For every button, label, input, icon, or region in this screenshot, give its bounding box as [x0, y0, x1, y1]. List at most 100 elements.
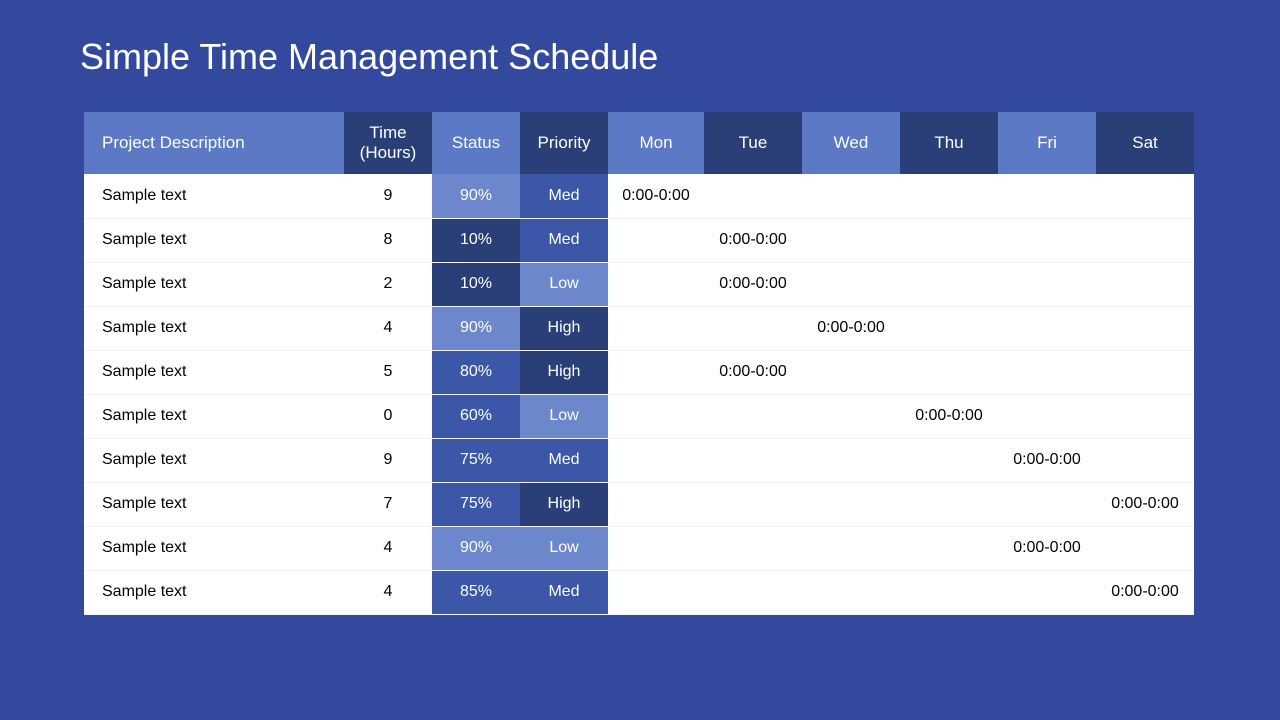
cell-wed: [802, 262, 900, 306]
cell-time: 4: [344, 526, 432, 570]
table-row: Sample text775%High0:00-0:00: [84, 482, 1194, 526]
cell-wed: [802, 526, 900, 570]
cell-tue: [704, 570, 802, 614]
cell-fri: [998, 218, 1096, 262]
table-header-row: Project DescriptionTime(Hours)StatusPrio…: [84, 112, 1194, 174]
table-body: Sample text990%Med0:00-0:00Sample text81…: [84, 174, 1194, 614]
col-header-thu: Thu: [900, 112, 998, 174]
cell-priority: Med: [520, 218, 608, 262]
cell-wed: [802, 350, 900, 394]
table-row: Sample text210%Low 0:00-0:00: [84, 262, 1194, 306]
cell-tue: 0:00-0:00: [704, 218, 802, 262]
cell-mon: [608, 306, 704, 350]
cell-priority: Low: [520, 262, 608, 306]
cell-sat: [1096, 394, 1194, 438]
cell-thu: [900, 526, 998, 570]
schedule-table: Project DescriptionTime(Hours)StatusPrio…: [84, 112, 1194, 615]
cell-fri: [998, 174, 1096, 218]
cell-wed: [802, 218, 900, 262]
table-row: Sample text060%Low0:00-0:00: [84, 394, 1194, 438]
cell-desc: Sample text: [84, 482, 344, 526]
cell-desc: Sample text: [84, 174, 344, 218]
cell-wed: 0:00-0:00: [802, 306, 900, 350]
cell-status: 75%: [432, 482, 520, 526]
cell-priority: Low: [520, 526, 608, 570]
cell-tue: [704, 482, 802, 526]
table-row: Sample text990%Med0:00-0:00: [84, 174, 1194, 218]
cell-status: 90%: [432, 174, 520, 218]
cell-status: 10%: [432, 218, 520, 262]
cell-thu: [900, 174, 998, 218]
cell-fri: [998, 262, 1096, 306]
cell-tue: [704, 438, 802, 482]
cell-desc: Sample text: [84, 438, 344, 482]
cell-priority: High: [520, 306, 608, 350]
cell-tue: 0:00-0:00: [704, 350, 802, 394]
cell-status: 90%: [432, 306, 520, 350]
table-row: Sample text490%High 0:00-0:00: [84, 306, 1194, 350]
cell-status: 90%: [432, 526, 520, 570]
cell-status: 80%: [432, 350, 520, 394]
page-title: Simple Time Management Schedule: [80, 36, 1210, 78]
cell-fri: [998, 350, 1096, 394]
cell-thu: [900, 306, 998, 350]
cell-desc: Sample text: [84, 306, 344, 350]
cell-tue: [704, 394, 802, 438]
table-header: Project DescriptionTime(Hours)StatusPrio…: [84, 112, 1194, 174]
cell-tue: [704, 526, 802, 570]
table-row: Sample text810%Med 0:00-0:00: [84, 218, 1194, 262]
cell-mon: [608, 526, 704, 570]
cell-mon: [608, 570, 704, 614]
cell-sat: [1096, 174, 1194, 218]
cell-desc: Sample text: [84, 218, 344, 262]
cell-sat: [1096, 350, 1194, 394]
col-header-tue: Tue: [704, 112, 802, 174]
cell-fri: [998, 570, 1096, 614]
cell-time: 2: [344, 262, 432, 306]
cell-priority: High: [520, 482, 608, 526]
cell-time: 4: [344, 306, 432, 350]
col-header-time: Time(Hours): [344, 112, 432, 174]
cell-time: 9: [344, 438, 432, 482]
cell-mon: [608, 262, 704, 306]
cell-sat: 0:00-0:00: [1096, 570, 1194, 614]
cell-desc: Sample text: [84, 350, 344, 394]
col-header-priority: Priority: [520, 112, 608, 174]
col-header-fri: Fri: [998, 112, 1096, 174]
col-header-status: Status: [432, 112, 520, 174]
cell-wed: [802, 174, 900, 218]
cell-wed: [802, 394, 900, 438]
cell-priority: Low: [520, 394, 608, 438]
cell-priority: Med: [520, 174, 608, 218]
cell-priority: Med: [520, 438, 608, 482]
cell-status: 75%: [432, 438, 520, 482]
table-row: Sample text490%Low0:00-0:00: [84, 526, 1194, 570]
cell-priority: High: [520, 350, 608, 394]
cell-fri: 0:00-0:00: [998, 526, 1096, 570]
cell-thu: [900, 262, 998, 306]
cell-fri: 0:00-0:00: [998, 438, 1096, 482]
cell-desc: Sample text: [84, 394, 344, 438]
cell-thu: [900, 482, 998, 526]
cell-sat: [1096, 306, 1194, 350]
cell-time: 0: [344, 394, 432, 438]
cell-mon: [608, 482, 704, 526]
table-row: Sample text975%Med 0:00-0:00: [84, 438, 1194, 482]
cell-sat: 0:00-0:00: [1096, 482, 1194, 526]
cell-tue: 0:00-0:00: [704, 262, 802, 306]
cell-time: 8: [344, 218, 432, 262]
cell-status: 10%: [432, 262, 520, 306]
col-header-sat: Sat: [1096, 112, 1194, 174]
cell-tue: [704, 306, 802, 350]
cell-thu: [900, 438, 998, 482]
cell-wed: [802, 570, 900, 614]
cell-fri: [998, 306, 1096, 350]
cell-sat: [1096, 526, 1194, 570]
cell-mon: [608, 438, 704, 482]
cell-tue: [704, 174, 802, 218]
cell-sat: [1096, 262, 1194, 306]
cell-status: 85%: [432, 570, 520, 614]
cell-wed: [802, 482, 900, 526]
cell-time: 4: [344, 570, 432, 614]
cell-desc: Sample text: [84, 262, 344, 306]
